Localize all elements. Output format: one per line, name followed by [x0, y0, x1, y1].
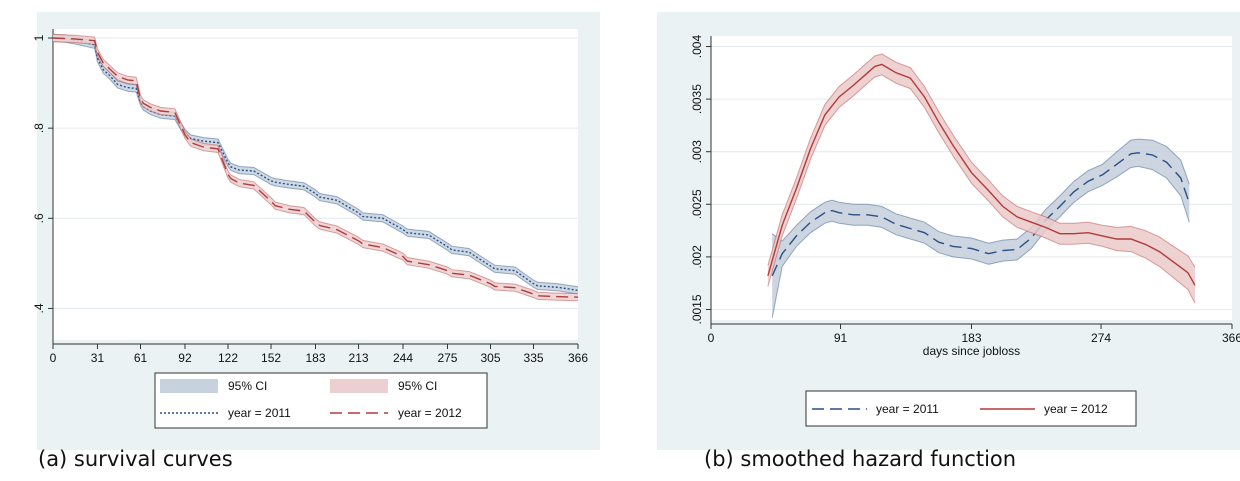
ci-upper-edge	[767, 53, 1196, 268]
ci-band-2012	[767, 53, 1195, 304]
x-tick-label: 335	[524, 351, 544, 365]
x-tick-label: 366	[568, 351, 588, 365]
y-tick-label: .0025	[690, 189, 704, 219]
x-tick-label: 0	[708, 331, 715, 345]
series-line-2011	[52, 37, 579, 292]
ci-lower-edge	[52, 41, 579, 295]
x-tick-label: 0	[50, 351, 57, 365]
ci-lower-edge	[771, 165, 1190, 318]
x-tick-label: 91	[834, 331, 848, 345]
x-tick-label: 213	[349, 351, 369, 365]
x-tick-label: 152	[261, 351, 281, 365]
legend-swatch-ci	[330, 379, 388, 393]
x-tick-label: 244	[393, 351, 413, 365]
x-tick-label: 92	[178, 351, 192, 365]
x-tick-label: 366	[1222, 331, 1240, 345]
x-tick-label: 183	[305, 351, 325, 365]
legend-label: 95% CI	[228, 379, 267, 393]
series-line-2012	[767, 63, 1196, 286]
series-line-2012	[52, 37, 579, 298]
y-tick-label: .6	[32, 213, 46, 223]
x-tick-label: 122	[218, 351, 238, 365]
y-tick-label: .003	[690, 140, 704, 164]
ci-lower-edge	[767, 74, 1196, 304]
y-tick-label: .0035	[690, 84, 704, 114]
ci-upper-edge	[52, 33, 579, 288]
y-tick-label: .4	[32, 303, 46, 313]
x-tick-label: 305	[480, 351, 500, 365]
plot-area	[53, 29, 578, 340]
y-tick-label: 1	[32, 34, 46, 41]
legend-label: year = 2011	[876, 402, 939, 416]
x-tick-label: 275	[437, 351, 457, 365]
y-tick-label: .002	[690, 245, 704, 269]
ci-lower-edge	[52, 41, 579, 302]
legend-box	[805, 390, 1137, 427]
caption-survival-curves: (a) survival curves	[38, 447, 233, 471]
x-tick-label: 274	[1091, 331, 1111, 345]
legend-label: year = 2012	[398, 406, 462, 420]
legend-label: year = 2012	[1044, 402, 1108, 416]
legend-label: year = 2011	[228, 406, 291, 420]
x-tick-label: 31	[91, 351, 105, 365]
legend-swatch-ci	[160, 379, 218, 393]
y-tick-label: .0015	[690, 294, 704, 324]
ci-upper-edge	[771, 138, 1190, 244]
y-tick-label: .004	[690, 35, 704, 59]
series-line-2011	[771, 152, 1190, 277]
caption-hazard-function: (b) smoothed hazard function	[704, 447, 1017, 471]
x-tick-label: 183	[961, 331, 981, 345]
legend-label: 95% CI	[398, 379, 437, 393]
ci-upper-edge	[52, 33, 579, 295]
y-tick-label: .8	[32, 123, 46, 133]
x-tick-label: 61	[134, 351, 148, 365]
x-axis-label: days since jobloss	[923, 344, 1020, 358]
